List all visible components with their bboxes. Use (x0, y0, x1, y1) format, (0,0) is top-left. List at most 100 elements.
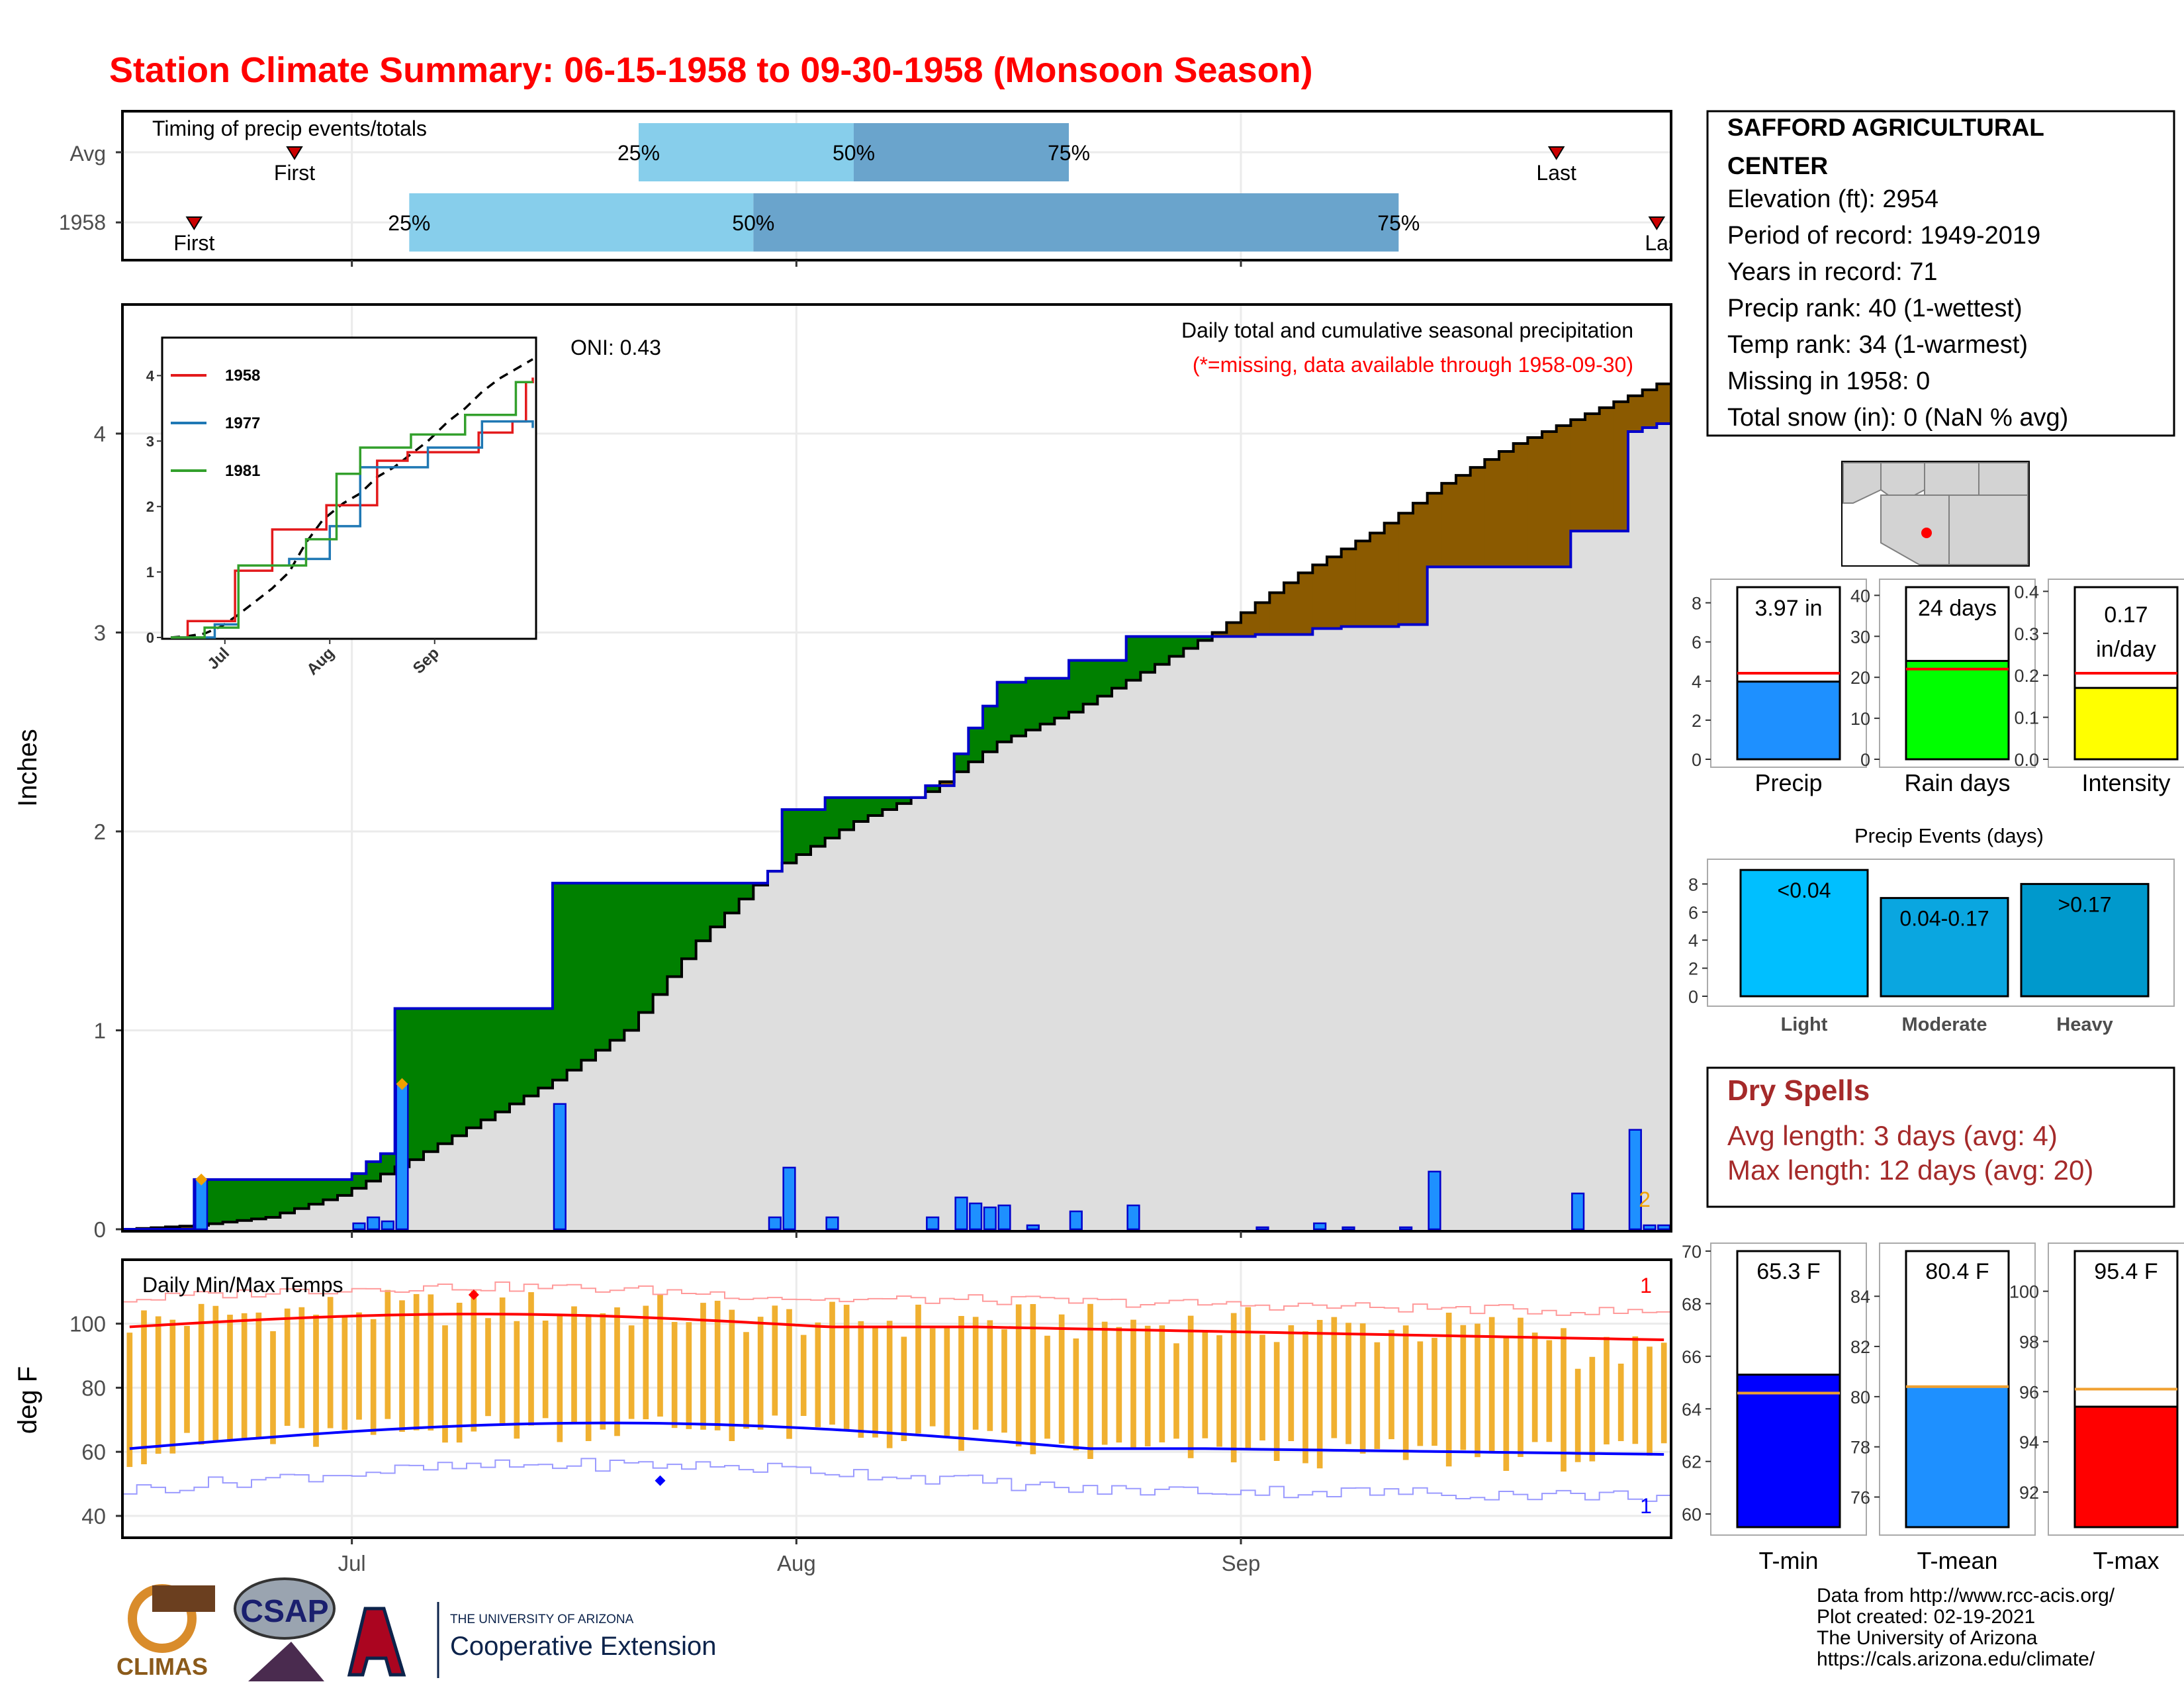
timing-q25-label: 25% (388, 211, 430, 235)
daily-precip-bar (768, 1216, 782, 1231)
cumulative-base-area (1527, 567, 1543, 1229)
intensity-value-label: in/day (2096, 637, 2156, 662)
above-average-area (954, 753, 969, 772)
cumulative-base-area (940, 785, 955, 1229)
above-average-area (1011, 682, 1026, 736)
daily-temp-range-bar (686, 1322, 692, 1429)
above-average-area (854, 797, 869, 821)
cumulative-base-area (1384, 626, 1399, 1229)
cumulative-base-area (1298, 634, 1313, 1229)
inset-ytick-label: 2 (146, 498, 154, 515)
daily-temp-range-bar (341, 1316, 348, 1430)
cumulative-base-area (1484, 567, 1500, 1229)
above-average-area (467, 1008, 482, 1128)
temp-ylabel: deg F (13, 1366, 42, 1434)
credit-line: Data from http://www.rcc-acis.org/ (1817, 1585, 2115, 1607)
cumulative-base-area (208, 1223, 224, 1229)
below-average-area (1370, 533, 1385, 627)
above-average-area (480, 1008, 496, 1120)
station-info-line: Total snow (in): 0 (NaN % avg) (1727, 404, 2068, 432)
tmax-ytick-label: 100 (2009, 1282, 2039, 1302)
cumulative-base-area (538, 1088, 553, 1229)
tmin-value-label: 65.3 F (1756, 1259, 1820, 1284)
daily-temp-range-bar (1460, 1325, 1467, 1450)
above-average-area (409, 1008, 424, 1160)
daily-temp-range-bar (1259, 1335, 1265, 1441)
credit-line: https://cals.arizona.edu/climate/ (1817, 1648, 2095, 1670)
cumulative-base-area (610, 1040, 625, 1229)
tmean-xlabel: T-mean (1917, 1547, 1997, 1574)
oni-label: ONI: 0.43 (570, 336, 661, 359)
cumulative-base-area (1011, 735, 1026, 1229)
daily-temp-range-bar (772, 1305, 778, 1416)
above-average-area (710, 883, 725, 927)
daily-temp-range-bar (155, 1316, 161, 1454)
rain-days-ytick-label: 40 (1850, 586, 1870, 606)
daily-temp-range-bar (872, 1326, 878, 1438)
tmin-xlabel: T-min (1759, 1547, 1819, 1574)
events-title: Precip Events (days) (1854, 824, 2044, 847)
cumulative-base-area (796, 855, 811, 1229)
cumulative-base-area (308, 1204, 324, 1229)
inset-legend-label: 1981 (225, 462, 260, 480)
precip-ytick-label: 4 (94, 422, 106, 446)
locator-map (1841, 461, 2030, 567)
daily-temp-range-bar (1445, 1313, 1452, 1467)
daily-temp-range-bar (1661, 1342, 1667, 1444)
daily-temp-range-bar (241, 1313, 248, 1440)
daily-temp-range-bar (1245, 1307, 1251, 1450)
below-average-area (1570, 419, 1586, 532)
intensity-value-label: 0.17 (2104, 602, 2148, 628)
daily-temp-range-bar (1402, 1325, 1409, 1460)
cumulative-base-area (596, 1050, 611, 1229)
intensity-ytick-label: 0.1 (2014, 708, 2039, 728)
missing-note: (*=missing, data available through 1958-… (1193, 353, 1633, 377)
map-state-ca (1843, 462, 1882, 504)
above-average-area (251, 1179, 267, 1219)
above-average-area (581, 883, 596, 1060)
timing-first-marker-icon (185, 216, 203, 230)
precip-ylabel: Inches (13, 729, 42, 807)
precip-panel: 0 1 2 3 4 Inches Daily total and cumulative … (13, 303, 1672, 1242)
station-info: SAFFORD AGRICULTURAL CENTER Elevation (ft… (1706, 110, 2175, 437)
daily-precip-bar (926, 1216, 940, 1231)
temp-label: Daily Min/Max Temps (142, 1273, 343, 1297)
cumulative-base-area (1513, 567, 1528, 1229)
below-average-area (1657, 383, 1672, 424)
station-box (1706, 110, 2175, 437)
daily-precip-bar (381, 1220, 394, 1231)
cumulative-base-area (653, 994, 668, 1229)
below-average-area (1527, 438, 1543, 567)
daily-temp-range-bar (1288, 1325, 1295, 1442)
above-average-area (968, 727, 983, 762)
cumulative-base-area (1599, 531, 1614, 1229)
precip-note: Daily total and cumulative seasonal prec… (1181, 318, 1633, 342)
dry-spells-max: Max length: 12 days (avg: 20) (1727, 1154, 2093, 1186)
daily-temp-range-bar (1216, 1335, 1222, 1447)
cumulative-base-area (1441, 567, 1457, 1229)
above-average-area (1112, 660, 1127, 688)
above-average-area (437, 1008, 453, 1144)
above-average-area (596, 883, 611, 1051)
daily-temp-range-bar (901, 1336, 907, 1442)
inset-legend-label: 1958 (225, 367, 260, 385)
event-xlabel: Light (1781, 1014, 1828, 1035)
cumulative-base-area (667, 976, 682, 1229)
below-average-area (1585, 413, 1600, 532)
daily-temp-range-bar (1273, 1342, 1280, 1461)
cumulative-base-area (1040, 724, 1055, 1229)
precip-frame (121, 303, 1672, 1233)
station-info-line: Temp rank: 34 (1-warmest) (1727, 331, 2028, 359)
cumulative-base-area (409, 1159, 424, 1229)
cumulative-base-area (911, 797, 926, 1229)
daily-temp-range-bar (714, 1301, 721, 1430)
rain-days-bar (1905, 659, 2010, 761)
daily-temp-range-bar (944, 1326, 950, 1436)
tmean-ytick-label: 84 (1850, 1287, 1870, 1307)
intensity-ytick-label: 0.3 (2014, 624, 2039, 644)
daily-temp-range-bar (858, 1321, 864, 1438)
temp-frame (121, 1258, 1672, 1539)
rain-days-ytick-label: 20 (1850, 668, 1870, 688)
record-max-count: 1 (1640, 1274, 1652, 1297)
credit-line: The University of Arizona (1817, 1627, 2038, 1649)
